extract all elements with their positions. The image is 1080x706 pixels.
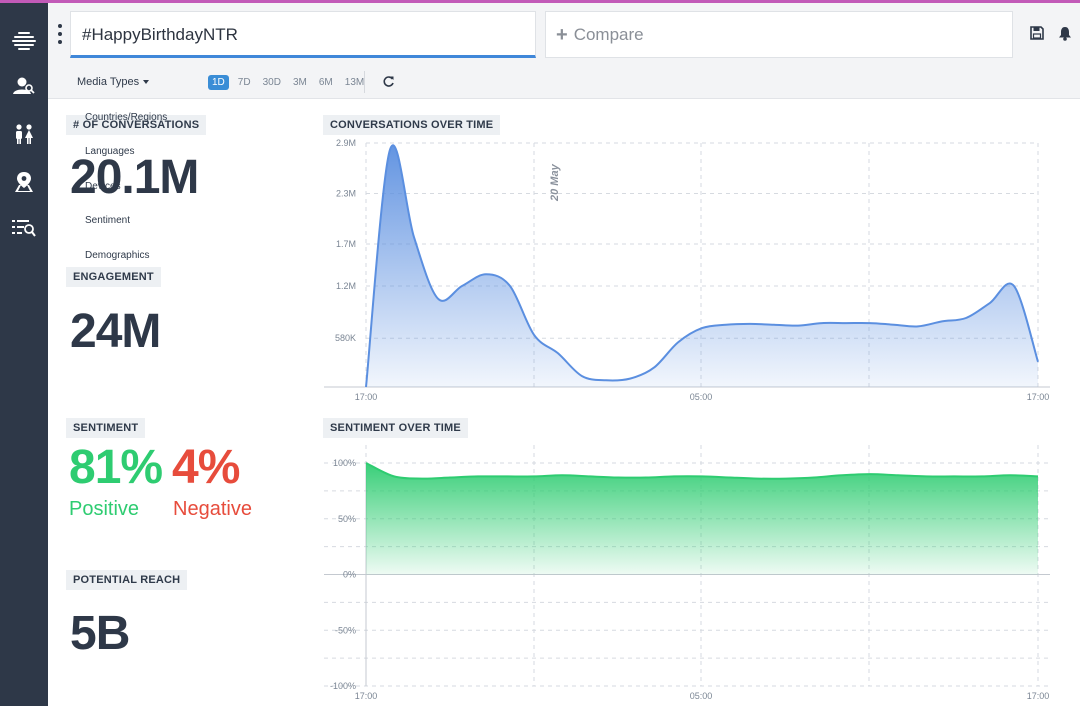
x-tick-label: 17:00 xyxy=(355,392,378,402)
more-options-icon[interactable] xyxy=(56,24,64,44)
x-tick-label: 05:00 xyxy=(690,691,713,701)
negative-percent: 4% xyxy=(172,441,240,494)
x-tick-label: 17:00 xyxy=(1027,691,1050,701)
positive-label: Positive xyxy=(69,498,140,520)
top-strip xyxy=(0,0,1080,3)
sentiment-over-time-chart: 100%50%0%-50%-100%17:00 05:00 17:00 xyxy=(324,445,1050,701)
x-tick-label: 05:00 xyxy=(690,392,713,402)
caret-down-icon xyxy=(143,80,150,85)
toolbar-divider xyxy=(364,71,365,93)
engagement-value: 24M xyxy=(70,305,161,358)
bell-icon[interactable] xyxy=(1058,26,1072,46)
y-tick-label: 1.2M xyxy=(336,281,356,291)
range-1d[interactable]: 1D xyxy=(208,75,229,90)
save-icon[interactable] xyxy=(1030,26,1044,45)
x-tick-label: 17:00 xyxy=(355,691,378,701)
y-tick-label: 1.7M xyxy=(336,239,356,249)
range-7d[interactable]: 7D xyxy=(237,77,251,88)
sidebar-item-home[interactable] xyxy=(0,23,48,57)
dropdown-item-devices[interactable]: Devices xyxy=(85,181,121,192)
sentiment-line xyxy=(365,462,1039,480)
sentiment-area xyxy=(366,463,1038,575)
range-13m[interactable]: 13M xyxy=(344,77,365,88)
y-tick-label: 2.3M xyxy=(336,188,356,198)
conversations-line xyxy=(365,144,1039,388)
range-3m[interactable]: 3M xyxy=(292,77,307,88)
y-tick-label: 2.9M xyxy=(336,138,356,148)
conversations-chart-title: CONVERSATIONS OVER TIME xyxy=(323,115,501,135)
plus-icon: + xyxy=(556,23,568,46)
sentiment-chart-title: SENTIMENT OVER TIME xyxy=(323,418,468,438)
sidebar-item-demographics[interactable] xyxy=(0,117,48,151)
media-types-dropdown[interactable]: Media Types xyxy=(77,76,150,88)
positive-percent: 81% xyxy=(69,441,163,494)
sidebar-item-search-list[interactable] xyxy=(0,211,48,245)
location-pin-icon xyxy=(15,172,33,192)
conversations-over-time-chart: 580K 1.2M 1.7M 2.3M 2.9M 20 May 17:00 05:00 17:0… xyxy=(324,138,1050,402)
y-tick-label: 100% xyxy=(333,458,356,468)
y-tick-label: -100% xyxy=(330,681,356,691)
range-30d[interactable]: 30D xyxy=(262,77,281,88)
dropdown-item-countries[interactable]: Countries/Regions xyxy=(85,112,168,123)
sidebar xyxy=(0,3,48,706)
people-icon xyxy=(16,124,33,144)
negative-label: Negative xyxy=(173,498,252,520)
refresh-icon[interactable] xyxy=(382,75,395,93)
dropdown-item-demographics[interactable]: Demographics xyxy=(85,250,150,261)
y-tick-label: 50% xyxy=(338,514,356,524)
engagement-label: ENGAGEMENT xyxy=(66,267,161,287)
toolbar xyxy=(48,65,1080,99)
range-6m[interactable]: 6M xyxy=(318,77,333,88)
conversations-label: # OF CONVERSATIONS xyxy=(66,115,207,135)
logo-icon xyxy=(12,32,36,50)
y-tick-label: 0% xyxy=(343,570,356,580)
y-tick-label: -50% xyxy=(335,625,356,635)
search-input[interactable]: #HappyBirthdayNTR xyxy=(70,11,536,58)
y-tick-label: 580K xyxy=(335,333,356,343)
date-annotation: 20 May xyxy=(549,163,561,202)
x-tick-label: 17:00 xyxy=(1027,392,1050,402)
compare-label: Compare xyxy=(573,24,644,44)
potential-reach-label: POTENTIAL REACH xyxy=(66,570,188,590)
list-search-icon xyxy=(12,220,36,237)
potential-reach-value: 5B xyxy=(70,607,130,660)
media-types-label: Media Types xyxy=(77,76,140,88)
time-range-selector: 1D 7D 30D 3M 6M 13M xyxy=(208,75,367,90)
conversations-area xyxy=(366,145,1038,387)
dropdown-item-sentiment[interactable]: Sentiment xyxy=(85,215,131,226)
user-search-icon xyxy=(13,77,35,94)
sentiment-label: SENTIMENT xyxy=(66,418,146,438)
dropdown-item-languages[interactable]: Languages xyxy=(85,146,135,157)
compare-input[interactable]: + Compare xyxy=(545,11,1013,58)
sidebar-item-profiles[interactable] xyxy=(0,69,48,103)
sidebar-item-locations[interactable] xyxy=(0,165,48,199)
conversations-value: 20.1M xyxy=(70,151,199,204)
